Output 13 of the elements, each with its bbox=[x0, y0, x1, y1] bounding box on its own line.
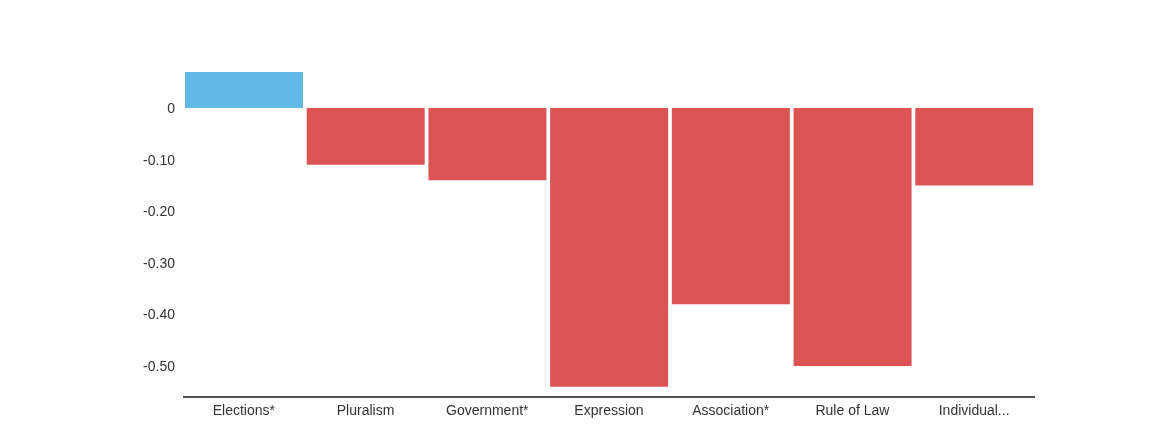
x-tick-label: Association* bbox=[692, 401, 770, 418]
y-tick-label: -0.30 bbox=[143, 254, 176, 271]
x-tick-label: Elections* bbox=[212, 401, 276, 418]
x-tick-label: Pluralism bbox=[336, 401, 395, 418]
y-tick-label: -0.50 bbox=[143, 358, 176, 375]
x-tick-label: Government* bbox=[446, 401, 530, 418]
x-tick-label: Expression bbox=[574, 401, 644, 418]
y-tick-label: -0.20 bbox=[143, 203, 176, 220]
y-tick-label: -0.40 bbox=[143, 306, 176, 323]
x-tick-label: Individual... bbox=[938, 401, 1010, 418]
y-tick-label: -0.10 bbox=[143, 151, 176, 168]
y-tick-label: 0 bbox=[167, 100, 176, 117]
x-tick-label: Rule of Law bbox=[815, 401, 891, 418]
